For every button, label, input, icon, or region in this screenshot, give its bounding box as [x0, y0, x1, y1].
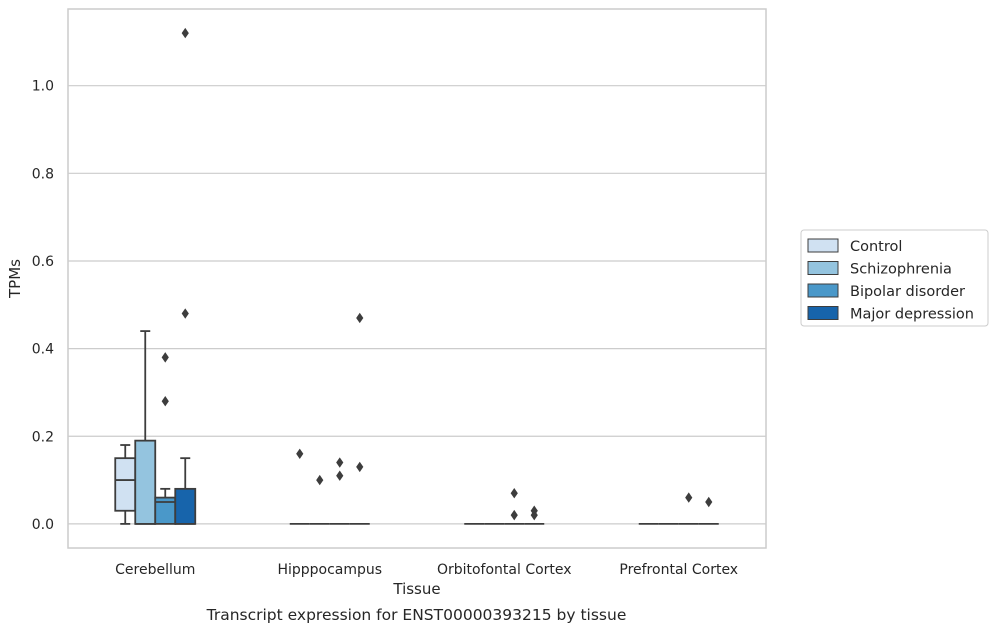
- outlier-point: [161, 352, 169, 363]
- x-tick-label: Orbitofontal Cortex: [437, 562, 572, 578]
- y-axis-label: TPMs: [6, 259, 24, 299]
- box-group: [154, 352, 177, 525]
- y-tick-label: 0.2: [32, 429, 54, 445]
- legend-label: Major depression: [850, 307, 974, 323]
- outlier-point: [296, 448, 304, 459]
- x-tick-label: Prefrontal Cortex: [619, 562, 738, 578]
- outlier-point: [181, 308, 189, 319]
- legend: Control Schizophrenia Bipolar disorder Majo…: [800, 229, 989, 327]
- box-group: [114, 444, 137, 525]
- box-group: [174, 27, 197, 525]
- y-tick-label: 0.0: [32, 517, 54, 533]
- gridlines: [68, 85, 766, 525]
- x-axis-label: Tissue: [392, 580, 440, 598]
- box-group: [524, 505, 545, 525]
- outlier-point: [316, 474, 324, 486]
- boxes: [114, 27, 719, 525]
- box-group: [309, 474, 330, 525]
- outlier-point: [685, 492, 693, 503]
- plot-frame: [67, 8, 767, 549]
- box: [174, 487, 197, 525]
- x-tick-label: Cerebellum: [115, 562, 195, 578]
- box-group: [504, 488, 525, 525]
- legend-label: Bipolar disorder: [850, 284, 965, 300]
- outlier-point: [161, 395, 169, 407]
- outlier-point: [356, 312, 364, 324]
- y-axis-ticks: 0.0 0.2 0.4 0.6 0.8 1.0: [32, 79, 54, 533]
- box-group: [134, 330, 157, 525]
- legend-swatch: [807, 238, 839, 253]
- figure-caption: Transcript expression for ENST0000039321…: [206, 606, 627, 624]
- box: [114, 457, 137, 512]
- outlier-point: [336, 470, 344, 481]
- box-group: [349, 312, 370, 525]
- box-group: [329, 457, 350, 525]
- y-tick-label: 0.4: [32, 342, 54, 358]
- outlier-point: [336, 457, 344, 468]
- x-tick-label: Hipppocampus: [277, 562, 382, 578]
- y-tick-label: 1.0: [32, 79, 54, 95]
- box: [134, 439, 157, 525]
- box-group: [289, 448, 310, 525]
- legend-swatch: [807, 261, 839, 275]
- x-axis-ticks: Cerebellum Hipppocampus Orbitofontal Corte…: [115, 562, 738, 578]
- outlier-point: [356, 461, 364, 473]
- outlier-point: [510, 509, 518, 521]
- y-tick-label: 0.6: [32, 254, 54, 270]
- legend-label: Schizophrenia: [850, 262, 952, 278]
- y-tick-label: 0.8: [32, 166, 54, 182]
- legend-frame: [800, 229, 989, 327]
- box-group: [698, 496, 719, 525]
- box-group: [678, 492, 699, 525]
- legend-swatch: [807, 283, 839, 298]
- outlier-point: [181, 27, 189, 39]
- legend-swatch: [807, 306, 839, 320]
- legend-label: Control: [850, 239, 902, 255]
- outlier-point: [705, 496, 713, 508]
- outlier-point: [510, 488, 518, 499]
- outlier-point: [530, 509, 538, 521]
